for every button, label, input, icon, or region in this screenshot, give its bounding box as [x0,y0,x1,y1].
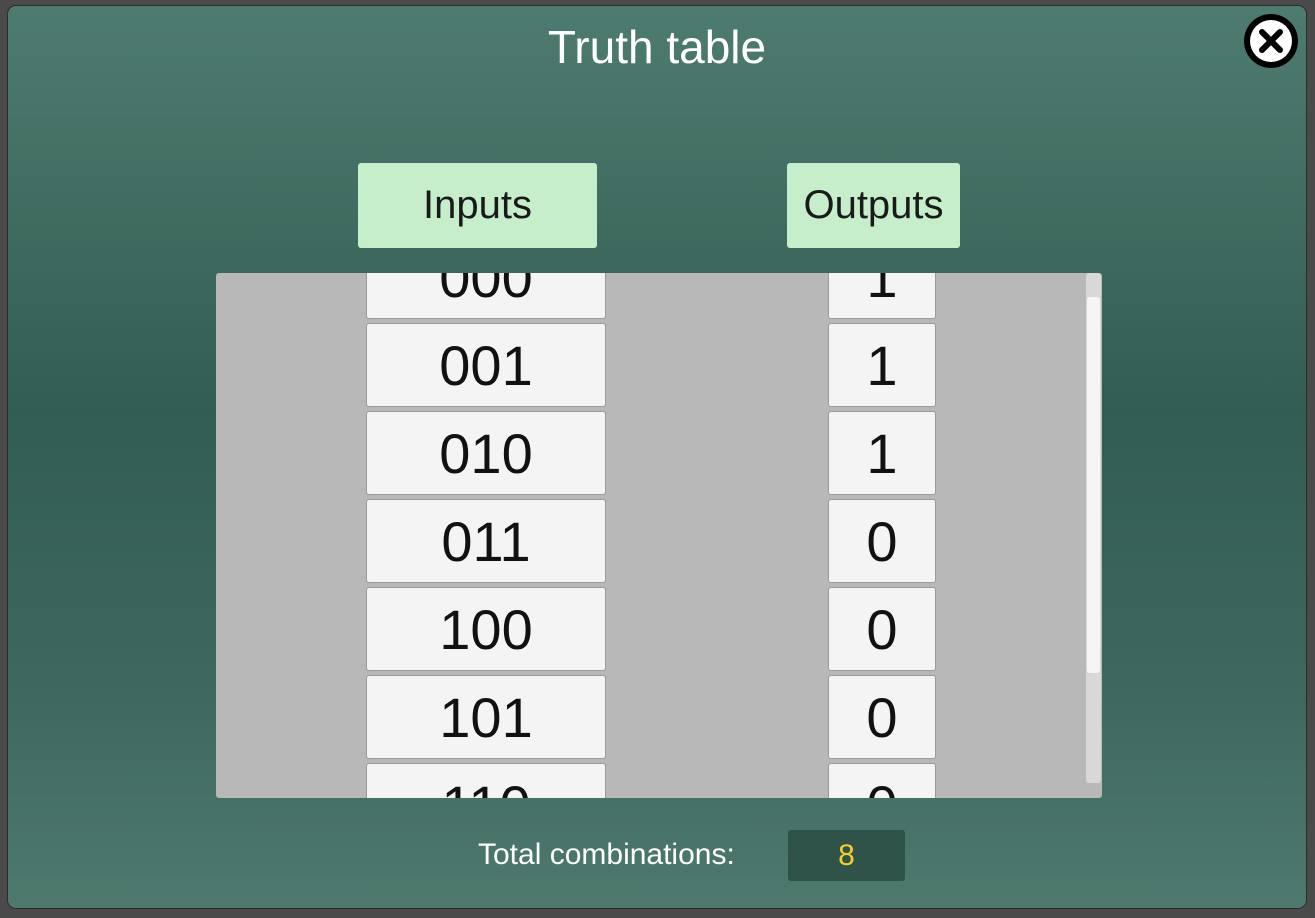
output-cell[interactable]: 0 [828,499,936,583]
scrollbar-thumb[interactable] [1087,297,1100,673]
table-row: 001 1 [216,323,1102,411]
output-cell[interactable]: 1 [828,323,936,407]
truth-table-rows: 000 1 001 1 010 1 011 0 100 0 101 0 [216,273,1102,798]
vertical-scrollbar[interactable] [1086,273,1101,783]
truth-table-dialog: Truth table Inputs Outputs 000 1 001 1 0… [8,6,1306,908]
input-cell: 100 [366,587,606,671]
dialog-title: Truth table [547,21,767,73]
inputs-header-button[interactable]: Inputs [358,163,597,248]
truth-table-scroll-area[interactable]: 000 1 001 1 010 1 011 0 100 0 101 0 [216,273,1102,798]
total-combinations-label: Total combinations: [478,838,735,871]
input-cell: 011 [366,499,606,583]
close-button[interactable] [1244,14,1298,68]
input-cell: 000 [366,273,606,319]
input-cell: 101 [366,675,606,759]
output-cell[interactable]: 0 [828,587,936,671]
outputs-header-button[interactable]: Outputs [787,163,960,248]
input-cell: 110 [366,763,606,798]
output-cell[interactable]: 0 [828,675,936,759]
table-row: 101 0 [216,675,1102,763]
close-icon [1250,20,1292,62]
input-cell: 001 [366,323,606,407]
total-combinations-value: 8 [788,830,905,881]
output-cell[interactable]: 1 [828,411,936,495]
table-row: 110 0 [216,763,1102,798]
table-row: 010 1 [216,411,1102,499]
output-cell[interactable]: 1 [828,273,936,319]
table-row: 000 1 [216,273,1102,323]
table-row: 011 0 [216,499,1102,587]
input-cell: 010 [366,411,606,495]
output-cell[interactable]: 0 [828,763,936,798]
table-row: 100 0 [216,587,1102,675]
